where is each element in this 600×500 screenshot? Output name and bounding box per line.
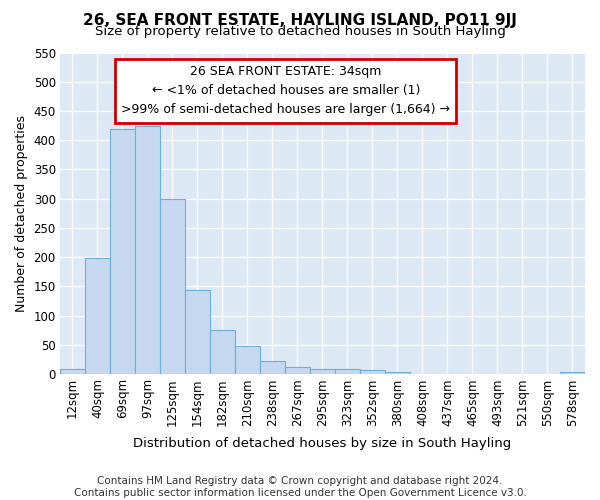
X-axis label: Distribution of detached houses by size in South Hayling: Distribution of detached houses by size … xyxy=(133,437,512,450)
Bar xyxy=(210,330,235,374)
Y-axis label: Number of detached properties: Number of detached properties xyxy=(15,115,28,312)
Bar xyxy=(110,128,135,374)
Bar xyxy=(185,290,210,374)
Text: 26 SEA FRONT ESTATE: 34sqm
← <1% of detached houses are smaller (1)
>99% of semi: 26 SEA FRONT ESTATE: 34sqm ← <1% of deta… xyxy=(121,66,450,116)
Bar xyxy=(360,370,385,374)
Bar xyxy=(60,369,85,374)
Bar xyxy=(260,360,285,374)
Bar xyxy=(285,367,310,374)
Bar xyxy=(160,198,185,374)
Bar xyxy=(385,372,410,374)
Text: Size of property relative to detached houses in South Hayling: Size of property relative to detached ho… xyxy=(95,25,505,38)
Bar xyxy=(335,370,360,374)
Bar xyxy=(560,372,585,374)
Bar xyxy=(135,126,160,374)
Bar xyxy=(235,346,260,374)
Bar xyxy=(85,258,110,374)
Text: Contains HM Land Registry data © Crown copyright and database right 2024.
Contai: Contains HM Land Registry data © Crown c… xyxy=(74,476,526,498)
Text: 26, SEA FRONT ESTATE, HAYLING ISLAND, PO11 9JJ: 26, SEA FRONT ESTATE, HAYLING ISLAND, PO… xyxy=(83,12,517,28)
Bar xyxy=(310,369,335,374)
